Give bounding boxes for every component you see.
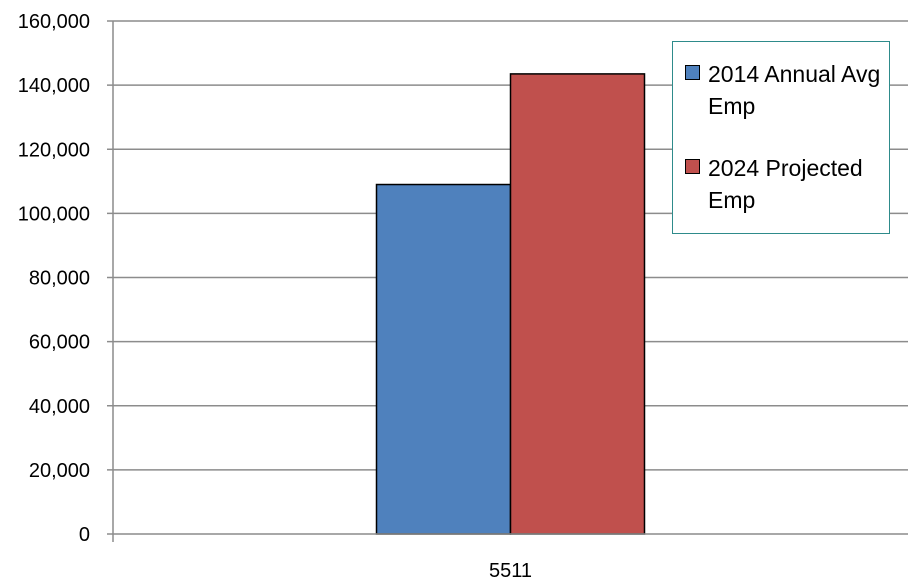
legend: 2014 Annual Avg Emp 2024 Projected Emp bbox=[672, 41, 890, 234]
bar-2024-5511 bbox=[509, 73, 646, 535]
bar-2014-5511 bbox=[375, 183, 512, 535]
y-tick-label: 120,000 bbox=[18, 139, 90, 161]
y-tick-label: 20,000 bbox=[29, 460, 90, 482]
y-axis-tick-labels: 0 20,000 40,000 60,000 80,000 100,000 120,000 1… bbox=[18, 11, 90, 546]
legend-label-2024: 2024 Projected Emp bbox=[708, 155, 863, 213]
legend-label-2014: 2014 Annual Avg Emp bbox=[708, 61, 881, 119]
y-tick-label: 0 bbox=[79, 524, 90, 546]
y-tick-label: 140,000 bbox=[18, 75, 90, 97]
y-tick-label: 80,000 bbox=[29, 268, 90, 290]
y-tick-label: 40,000 bbox=[29, 396, 90, 418]
x-axis-tick-labels: 5511 bbox=[489, 560, 532, 582]
legend-swatch-2024 bbox=[685, 159, 700, 174]
bars bbox=[375, 73, 646, 535]
legend-swatch-2014 bbox=[685, 65, 700, 80]
y-tick-label: 100,000 bbox=[18, 203, 90, 225]
axes bbox=[107, 20, 908, 542]
x-tick-label: 5511 bbox=[489, 560, 532, 582]
y-tick-label: 160,000 bbox=[18, 11, 90, 33]
y-tick-label: 60,000 bbox=[29, 332, 90, 354]
